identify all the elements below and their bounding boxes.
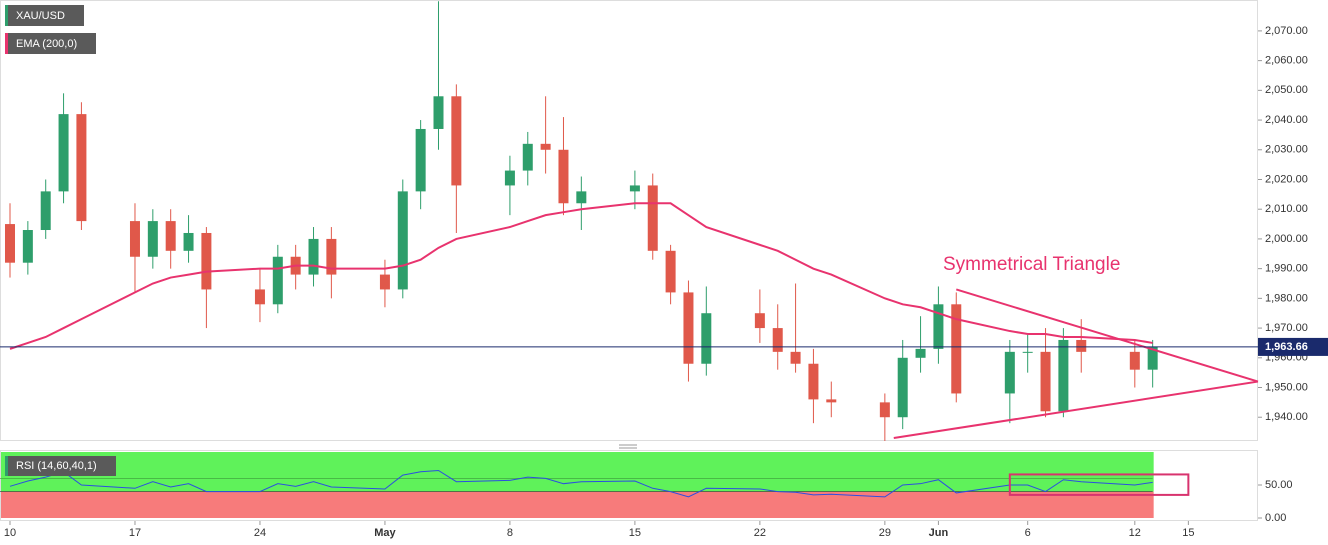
candle-body — [576, 191, 587, 204]
candle-body — [1058, 339, 1069, 412]
candle-body — [629, 185, 640, 192]
candle-body — [165, 221, 176, 251]
candle-body — [879, 402, 890, 418]
candle-body — [129, 221, 140, 257]
candle-body — [451, 96, 462, 186]
candle-body — [40, 191, 51, 231]
x-tick-label: 24 — [254, 527, 266, 539]
y-tick-label: 2,000.00 — [1265, 233, 1308, 245]
candle-body — [683, 292, 694, 364]
y-tick-label: 2,040.00 — [1265, 114, 1308, 126]
candle-body — [808, 363, 819, 400]
candle-body — [1004, 351, 1015, 394]
candle-body — [665, 250, 676, 293]
trendline — [893, 380, 1259, 440]
candle-body — [308, 238, 319, 275]
candle-body — [790, 351, 801, 364]
oversold-zone — [1, 491, 1154, 518]
candle-body — [933, 304, 944, 349]
x-tick-label: 29 — [879, 527, 891, 539]
candle-body — [754, 313, 765, 329]
x-tick-label: 12 — [1129, 527, 1141, 539]
candle-body — [254, 289, 265, 305]
candle-body — [415, 128, 426, 192]
ema-line — [9, 202, 1153, 350]
y-tick-label: 2,010.00 — [1265, 203, 1308, 215]
candle-body — [58, 114, 69, 192]
candle-body — [647, 185, 658, 251]
legend-swatch — [5, 456, 8, 476]
candle-body — [1129, 351, 1140, 370]
x-tick-label: 22 — [754, 527, 766, 539]
price-frame — [0, 0, 1258, 441]
last-price-box — [1258, 337, 1328, 356]
x-tick-label: May — [374, 527, 396, 539]
legend-label: EMA (200,0) — [16, 38, 77, 50]
candle-body — [76, 114, 87, 222]
candle-body — [540, 143, 551, 150]
x-tick-label: 8 — [507, 527, 513, 539]
x-tick-label: Jun — [929, 527, 949, 539]
legend-label: XAU/USD — [16, 10, 65, 22]
y-tick-label: 1,970.00 — [1265, 322, 1308, 334]
rsi-line — [9, 469, 1153, 498]
rsi-frame — [0, 450, 1258, 521]
legend-box — [5, 5, 84, 26]
legend-label: RSI (14,60,40,1) — [16, 460, 97, 472]
y-tick-label: 2,050.00 — [1265, 84, 1308, 96]
legend-swatch — [5, 5, 8, 26]
x-tick-label: 10 — [4, 527, 16, 539]
candle-body — [22, 230, 33, 263]
candle-body — [897, 357, 908, 418]
candle-body — [826, 399, 837, 403]
candle-body — [147, 221, 158, 257]
candle-body — [701, 313, 712, 364]
candle-body — [183, 232, 194, 251]
x-tick-label: 15 — [1182, 527, 1194, 539]
candle-body — [272, 256, 283, 305]
x-tick-label: 6 — [1025, 527, 1031, 539]
rsi-layer: 50.00 0.00 10 17 24 May 8 15 22 29 Jun 6 12 15 — [0, 452, 1293, 539]
y-tick-label: 2,030.00 — [1265, 144, 1308, 156]
x-tick-label: 17 — [129, 527, 141, 539]
trendline — [955, 288, 1259, 383]
candle-body — [1022, 351, 1033, 353]
y-tick-label: 2,070.00 — [1265, 25, 1308, 37]
y-tick-label: 1,990.00 — [1265, 263, 1308, 275]
annotation: Symmetrical Triangle — [943, 254, 1120, 275]
candle-body — [201, 232, 212, 290]
candle-body — [772, 328, 783, 352]
candle-body — [1147, 346, 1158, 370]
candle-body — [504, 170, 515, 186]
candle-body — [433, 96, 444, 129]
y-tick-label: 50.00 — [1265, 479, 1293, 491]
y-tick-label: 1,980.00 — [1265, 292, 1308, 304]
candle-body — [379, 274, 390, 290]
y-tick-label: 1,950.00 — [1265, 381, 1308, 393]
candle-body — [397, 191, 408, 290]
y-tick-label: 2,020.00 — [1265, 173, 1308, 185]
x-tick-label: 15 — [629, 527, 641, 539]
candle-body — [1076, 339, 1087, 352]
legend-box — [5, 456, 116, 476]
y-tick-label: 0.00 — [1265, 512, 1286, 524]
last-price-label: 1,963.66 — [1265, 341, 1308, 353]
candle-body — [1040, 351, 1051, 412]
annotation-box — [1008, 473, 1190, 496]
y-tick-label: 2,060.00 — [1265, 55, 1308, 67]
legend-box — [5, 33, 96, 54]
candle-body — [951, 304, 962, 394]
legend-swatch — [5, 33, 8, 54]
y-tick-label: 1,940.00 — [1265, 411, 1308, 423]
candle-body — [4, 224, 15, 263]
overbought-zone — [1, 452, 1154, 492]
candle-body — [522, 143, 533, 171]
price-layer: 1,940.001,950.001,960.001,970.001,980.00… — [0, 1, 1328, 441]
candle-body — [326, 238, 337, 275]
candle-body — [915, 348, 926, 358]
candle-body — [558, 149, 569, 204]
